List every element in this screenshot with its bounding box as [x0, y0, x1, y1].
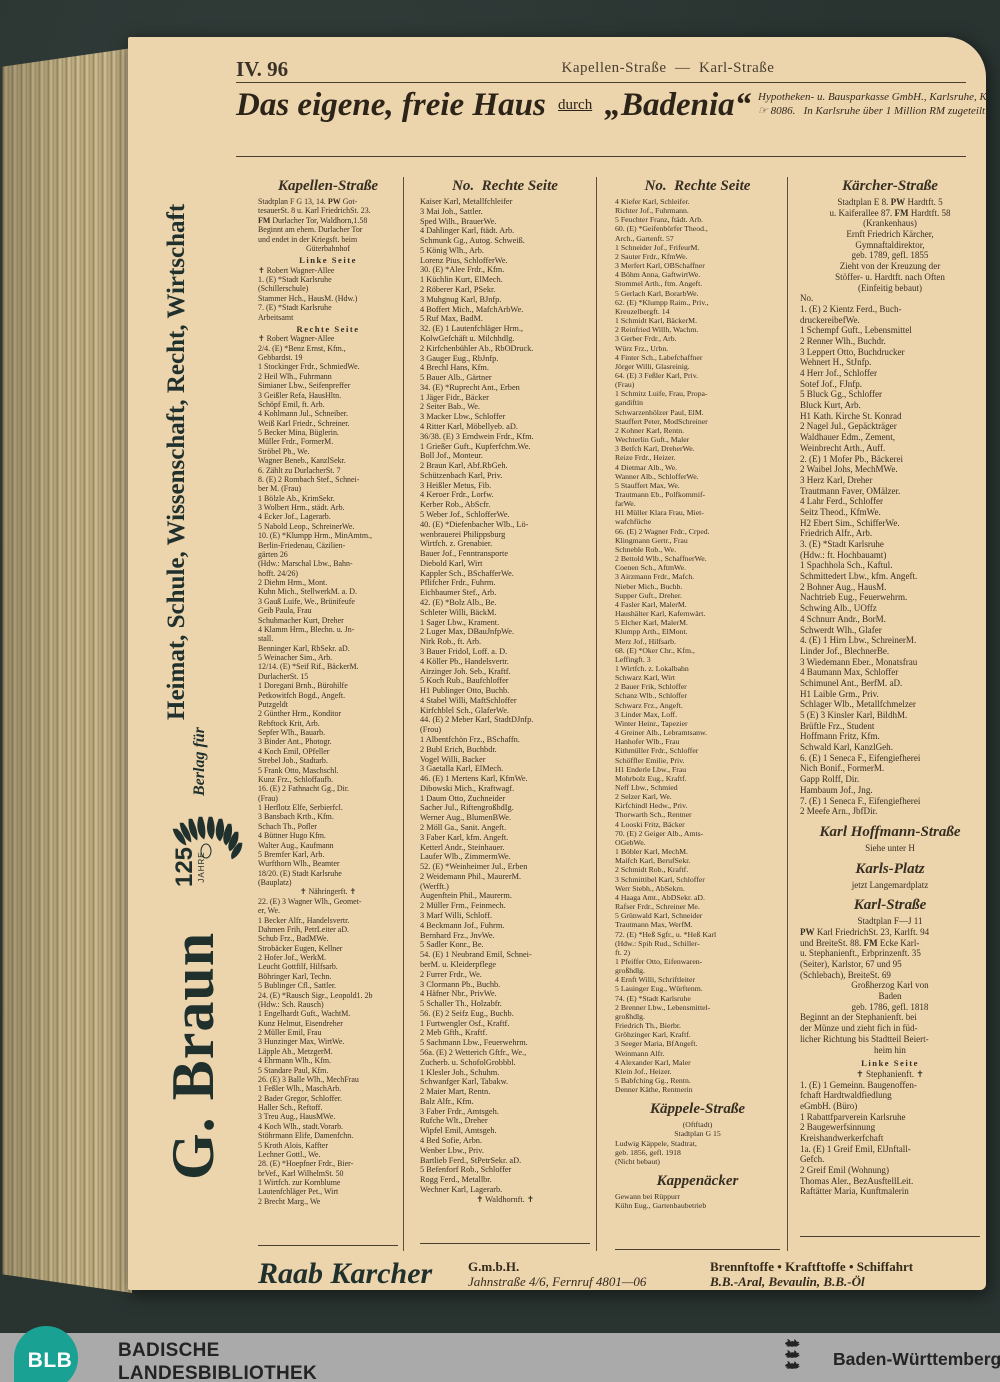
svg-text:125: 125 — [171, 847, 198, 887]
svg-text:JAHRE: JAHRE — [197, 852, 206, 883]
